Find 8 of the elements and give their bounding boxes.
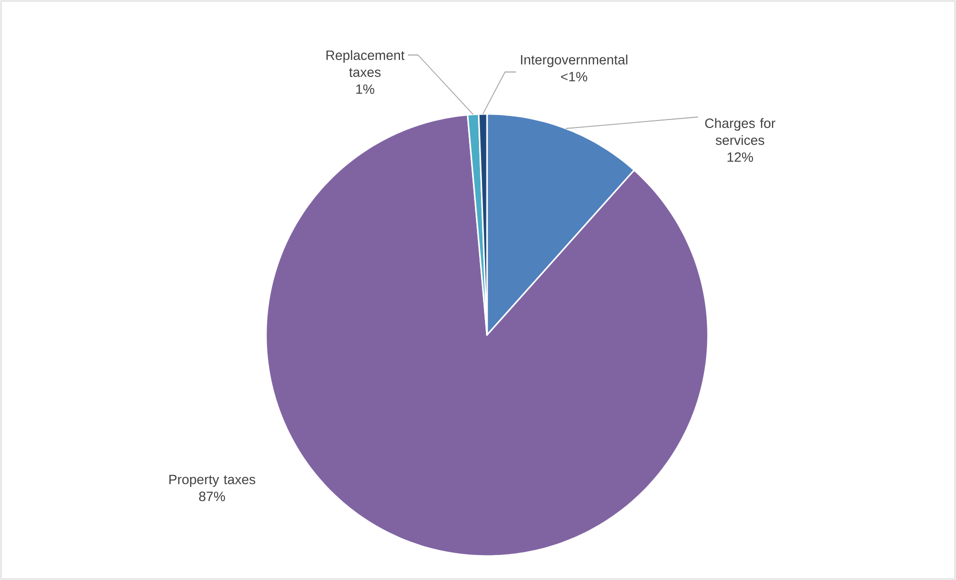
data-label: 1% — [356, 84, 374, 94]
data-label: 87% — [199, 492, 225, 502]
slice-label: Property taxes — [169, 474, 256, 487]
slice-label: Replacement taxes — [326, 50, 405, 77]
data-label: 12% — [728, 152, 753, 162]
slice-label: Charges for services — [705, 118, 776, 145]
slice-label: Intergovernmental — [521, 54, 628, 68]
data-label: <1% — [561, 72, 588, 82]
